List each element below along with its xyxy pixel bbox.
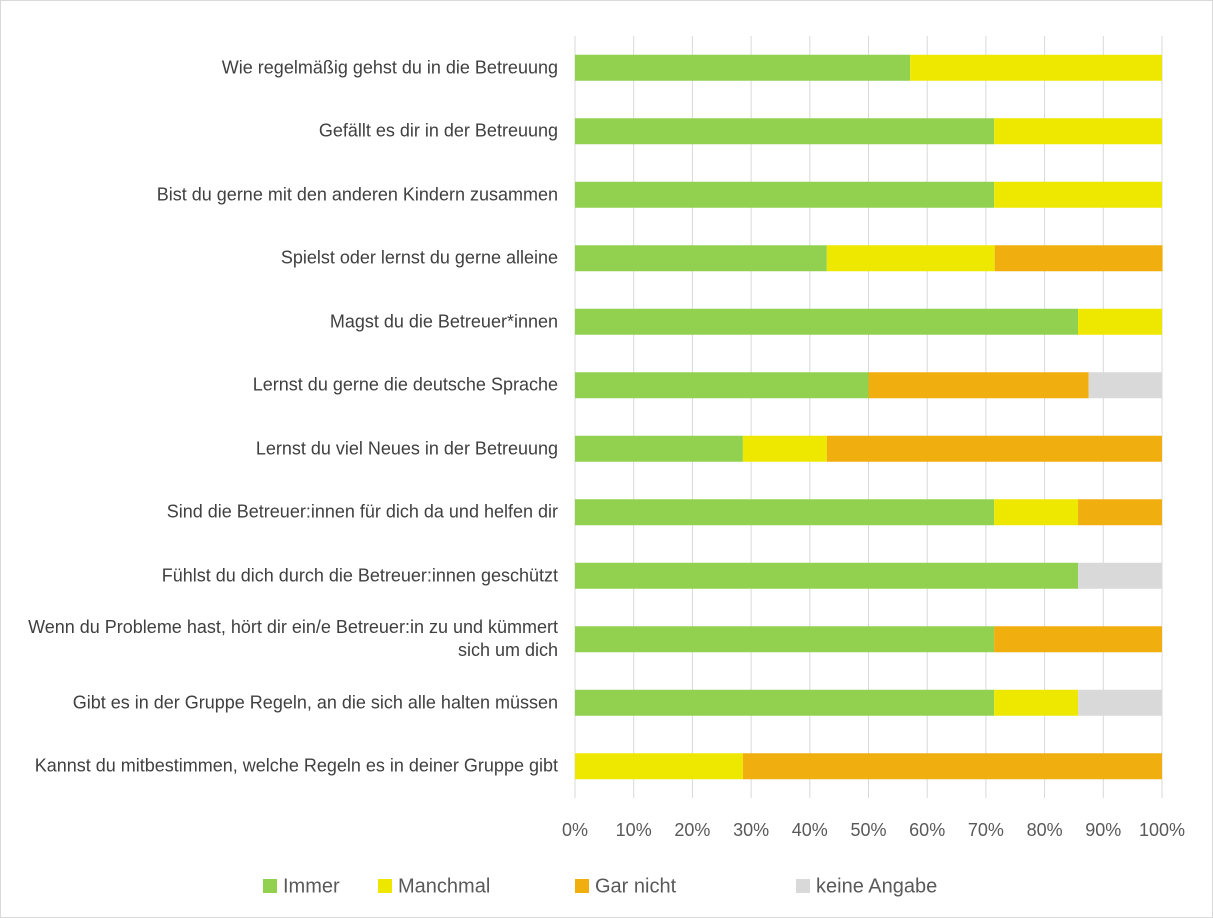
legend-swatch [575,879,589,893]
bar-segment [826,435,1162,462]
category-label: Fühlst du dich durch die Betreuer:innen … [161,565,558,586]
category-label: Sind die Betreuer:innen für dich da und … [166,501,558,522]
legend-swatch [378,879,392,893]
bar-segment [994,245,1163,272]
legend-swatch [263,879,277,893]
category-label: Kannst du mitbestimmen, welche Regeln es… [34,755,558,776]
bar-segment [575,181,995,208]
bar-segment [1078,308,1162,335]
category-label: Wie regelmäßig gehst du in die Betreuung [221,57,558,78]
bar-segment [575,562,1079,589]
bar-segment [826,245,995,272]
x-tick-label: 30% [733,820,769,840]
x-tick-label: 0% [562,820,588,840]
bar-segment [575,626,995,653]
category-label: Wenn du Probleme hast, hört dir ein/e Be… [28,617,558,661]
bar-segment [1088,372,1162,399]
bar-segment [742,753,1162,780]
x-tick-label: 40% [792,820,828,840]
bar-segment [575,54,911,81]
x-tick-label: 20% [674,820,710,840]
bar-segment [994,689,1079,716]
bar-segment [575,372,869,399]
bar-segment [1078,499,1162,526]
x-tick-label: 70% [968,820,1004,840]
category-label: Lernst du gerne die deutsche Sprache [252,374,558,395]
x-tick-label: 50% [850,820,886,840]
legend-swatch [796,879,810,893]
bar-segment [575,499,995,526]
category-label: Lernst du viel Neues in der Betreuung [255,438,558,459]
bar-segment [1078,562,1162,589]
x-tick-label: 60% [909,820,945,840]
bar-segment [575,435,743,462]
bar-segment [575,689,995,716]
bar-segment [994,499,1079,526]
category-label: Gefällt es dir in der Betreuung [318,120,558,141]
legend-label: Gar nicht [595,875,677,897]
bar-segment [868,372,1089,399]
category-label: Magst du die Betreuer*innen [329,311,558,332]
x-tick-label: 10% [616,820,652,840]
bar-segment [994,181,1162,208]
bar-segment [994,626,1162,653]
bar-segment [575,245,827,272]
legend-label: Manchmal [398,875,490,897]
legend-label: keine Angabe [816,875,937,897]
x-tick-label: 100% [1139,820,1185,840]
category-label: Bist du gerne mit den anderen Kindern zu… [156,184,558,205]
bar-segment [1078,689,1162,716]
bar-segment [994,118,1162,145]
bar-segment [575,308,1079,335]
x-tick-label: 80% [1027,820,1063,840]
legend-label: Immer [283,875,340,897]
bar-segment [910,54,1162,81]
category-label: Spielst oder lernst du gerne alleine [280,247,558,268]
bar-segment [575,118,995,145]
category-label: Gibt es in der Gruppe Regeln, an die sic… [72,692,558,713]
bar-segment [742,435,827,462]
bar-segment [575,753,743,780]
x-tick-label: 90% [1085,820,1121,840]
